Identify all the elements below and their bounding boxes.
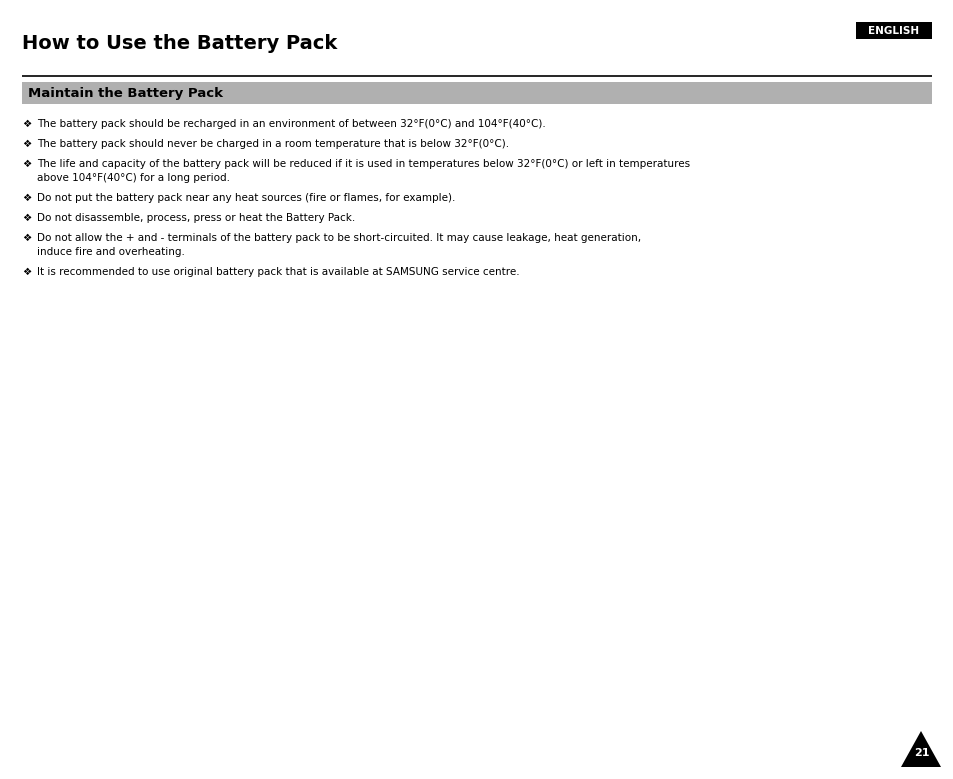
Text: ENGLISH: ENGLISH <box>867 26 919 36</box>
Text: ❖: ❖ <box>22 213 31 224</box>
Text: 21: 21 <box>913 749 929 759</box>
FancyBboxPatch shape <box>22 82 931 104</box>
Text: Do not put the battery pack near any heat sources (fire or flames, for example).: Do not put the battery pack near any hea… <box>37 193 455 203</box>
Text: Do not allow the + and - terminals of the battery pack to be short-circuited. It: Do not allow the + and - terminals of th… <box>37 233 640 243</box>
Text: The battery pack should be recharged in an environment of between 32°F(0°C) and : The battery pack should be recharged in … <box>37 119 545 129</box>
Text: induce fire and overheating.: induce fire and overheating. <box>37 247 185 257</box>
Text: ❖: ❖ <box>22 267 31 277</box>
Text: ❖: ❖ <box>22 139 31 150</box>
Text: ❖: ❖ <box>22 193 31 203</box>
Text: The life and capacity of the battery pack will be reduced if it is used in tempe: The life and capacity of the battery pac… <box>37 159 689 169</box>
Text: ❖: ❖ <box>22 119 31 129</box>
Polygon shape <box>900 731 940 767</box>
Text: Maintain the Battery Pack: Maintain the Battery Pack <box>28 86 223 100</box>
Text: Do not disassemble, process, press or heat the Battery Pack.: Do not disassemble, process, press or he… <box>37 213 355 224</box>
Text: How to Use the Battery Pack: How to Use the Battery Pack <box>22 34 337 53</box>
Text: The battery pack should never be charged in a room temperature that is below 32°: The battery pack should never be charged… <box>37 139 509 150</box>
Text: It is recommended to use original battery pack that is available at SAMSUNG serv: It is recommended to use original batter… <box>37 267 519 277</box>
FancyBboxPatch shape <box>855 22 931 39</box>
Text: above 104°F(40°C) for a long period.: above 104°F(40°C) for a long period. <box>37 173 230 183</box>
Text: ❖: ❖ <box>22 159 31 169</box>
Text: ❖: ❖ <box>22 233 31 243</box>
